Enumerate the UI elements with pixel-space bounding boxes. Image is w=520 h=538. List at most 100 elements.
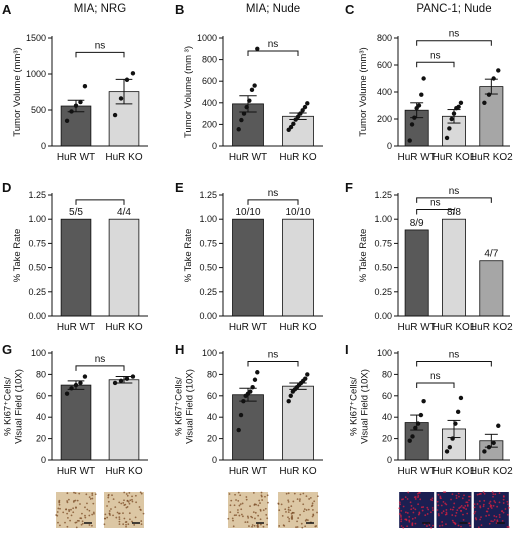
micrograph-cell [506, 525, 509, 528]
micrograph-cell [440, 504, 443, 507]
data-point [249, 87, 255, 93]
micrograph-cell [126, 506, 129, 508]
y-axis-label: % Ki67⁺Cells/ [174, 377, 185, 436]
micrograph-cell [81, 520, 84, 523]
panel-letter-A: A [2, 2, 12, 17]
micrograph-cell [488, 522, 491, 525]
micrograph-cell [438, 514, 440, 517]
micrograph-cell [427, 508, 430, 511]
micrograph-cell [127, 501, 130, 503]
micrograph-cell [480, 516, 482, 519]
y-tick-label: 1000 [197, 33, 217, 43]
micrograph-cell [123, 517, 126, 520]
micrograph-cell [420, 506, 423, 509]
micrograph-cell [311, 502, 314, 505]
data-point [449, 116, 454, 122]
y-tick-label: 60 [36, 391, 46, 401]
micrograph-cell [252, 491, 255, 494]
y-tick-label: 0.75 [28, 238, 46, 248]
micrograph-cell [84, 514, 86, 517]
micrograph-cell [479, 505, 482, 508]
micrograph-cell [495, 515, 498, 518]
micrograph-cell [259, 502, 261, 504]
micrograph-cell [68, 510, 71, 513]
micrograph-cell [91, 497, 94, 500]
micrograph-cell [245, 496, 248, 498]
micrograph-cell [475, 518, 478, 521]
x-tick-label: HuR KO1 [433, 466, 476, 477]
data-point [421, 76, 426, 81]
panel-letter-D: D [2, 180, 11, 195]
micrograph-cell [246, 521, 249, 523]
micrograph-cell [485, 510, 488, 513]
y-tick-label: 0.25 [199, 287, 217, 297]
micrograph-cell [414, 522, 417, 525]
micrograph-cell [414, 516, 417, 519]
micrograph-cell [265, 513, 268, 516]
micrograph-cell [133, 524, 136, 526]
micrograph-cell [251, 524, 254, 526]
micrograph-cell [436, 500, 439, 503]
micrograph-cell [398, 501, 401, 504]
micrograph-cell [404, 496, 407, 499]
micrograph-cell [407, 491, 410, 494]
data-point [248, 389, 253, 394]
micrograph-cell [297, 517, 300, 519]
micrograph-cell [232, 519, 234, 522]
micrograph-cell [264, 507, 267, 510]
micrograph-cell [258, 499, 261, 502]
micrograph-cell [66, 525, 69, 528]
x-tick-label: HuR KO [105, 152, 142, 163]
micrograph-cell [66, 516, 69, 519]
micrograph-cell [412, 507, 415, 509]
micrograph-cell [290, 517, 293, 520]
micrograph-cell [126, 499, 129, 502]
micrograph-cell [57, 521, 59, 524]
y-tick-label: 20 [36, 434, 46, 444]
y-tick-label: 80 [36, 369, 46, 379]
y-tick-label: 100 [202, 348, 217, 358]
micrograph-cell [239, 503, 242, 506]
panel-H: H % Ki67⁺Cells/Visual Field (10X) 0 20 40 60 8… [174, 342, 323, 529]
significance-label: ns [430, 198, 441, 209]
micrograph-cell [473, 503, 476, 506]
micrograph-cell [251, 525, 253, 528]
micrograph-cell [449, 508, 452, 511]
micrograph-cell [445, 513, 448, 515]
micrograph-cell [439, 495, 442, 498]
x-tick-label: HuR KO1 [433, 152, 476, 163]
micrograph-cell [441, 512, 443, 514]
panel-I: I % Ki67⁺Cells/Visual Field (10X) 0 20 40 60 8… [345, 342, 513, 529]
micrograph-cell [494, 501, 497, 504]
micrograph-cell [451, 508, 454, 511]
x-tick-label: HuR WT [229, 322, 267, 333]
micrograph-cell [406, 512, 409, 514]
micrograph-cell [460, 509, 462, 512]
micrograph-cell [58, 503, 61, 506]
data-point [486, 92, 492, 97]
micrograph-cell [73, 491, 75, 494]
micrograph-cell [490, 520, 493, 523]
micrograph-cell [261, 499, 264, 501]
bar-1 [108, 218, 140, 317]
micrograph-cell [283, 524, 286, 527]
y-tick-label: 60 [382, 391, 392, 401]
micrograph-cell [84, 506, 86, 509]
micrograph-cell [432, 509, 434, 512]
y-tick-label: 0 [41, 141, 46, 151]
micrograph-cell [493, 515, 496, 517]
y-tick-label: 0.50 [28, 263, 46, 273]
micrograph-cell [410, 505, 413, 507]
micrograph-cell [108, 512, 111, 515]
micrograph-cell [70, 514, 73, 517]
y-tick-label: 800 [377, 33, 392, 43]
y-tick-label: 600 [377, 60, 392, 70]
micrograph-cell [501, 519, 504, 522]
micrograph-cell [81, 512, 83, 515]
data-point [286, 398, 291, 404]
micrograph-cell [430, 526, 432, 529]
micrograph-cell [129, 518, 131, 521]
data-point [444, 449, 450, 454]
micrograph-cell [398, 507, 401, 510]
micrograph-cell [74, 492, 77, 495]
